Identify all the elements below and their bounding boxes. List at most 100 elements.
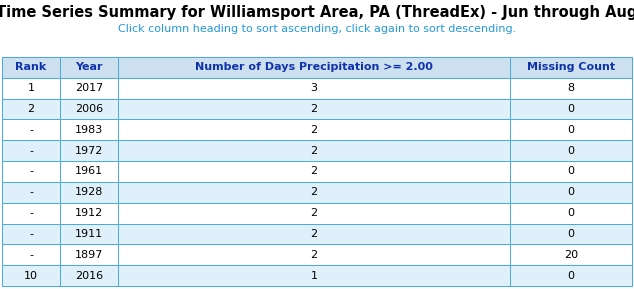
Bar — [118, 182, 510, 203]
Bar — [510, 57, 632, 78]
Bar — [118, 119, 510, 140]
Bar — [2, 78, 60, 99]
Text: 0: 0 — [567, 229, 574, 239]
Text: Rank: Rank — [15, 62, 47, 73]
Bar — [2, 203, 60, 224]
Bar — [60, 119, 118, 140]
Bar — [2, 224, 60, 244]
Bar — [2, 244, 60, 265]
Text: 2: 2 — [310, 104, 318, 114]
Text: -: - — [29, 250, 33, 260]
Bar — [118, 140, 510, 161]
Bar — [60, 244, 118, 265]
Bar — [2, 78, 60, 99]
Bar — [118, 203, 510, 224]
Text: 10: 10 — [24, 271, 38, 281]
Text: 1: 1 — [311, 271, 318, 281]
Text: -: - — [29, 146, 33, 156]
Text: 2006: 2006 — [75, 104, 103, 114]
Bar — [118, 182, 510, 203]
Bar — [60, 203, 118, 224]
Text: 1961: 1961 — [75, 166, 103, 177]
Bar — [60, 265, 118, 286]
Bar — [510, 244, 632, 265]
Bar — [510, 78, 632, 99]
Bar — [510, 224, 632, 244]
Bar — [510, 265, 632, 286]
Bar — [2, 182, 60, 203]
Bar — [60, 224, 118, 244]
Text: 1912: 1912 — [75, 208, 103, 218]
Text: Number of Days Precipitation >= 2.00: Number of Days Precipitation >= 2.00 — [195, 62, 433, 73]
Text: 2: 2 — [27, 104, 34, 114]
Bar — [60, 57, 118, 78]
Bar — [118, 203, 510, 224]
Bar — [118, 78, 510, 99]
Text: Click column heading to sort ascending, click again to sort descending.: Click column heading to sort ascending, … — [118, 24, 516, 34]
Bar — [118, 265, 510, 286]
Bar — [60, 99, 118, 119]
Bar — [510, 244, 632, 265]
Bar — [118, 224, 510, 244]
Bar — [2, 161, 60, 182]
Bar — [118, 224, 510, 244]
Bar — [510, 119, 632, 140]
Bar — [60, 140, 118, 161]
Text: 0: 0 — [567, 125, 574, 135]
Bar — [60, 244, 118, 265]
Text: 20: 20 — [564, 250, 578, 260]
Bar — [2, 161, 60, 182]
Bar — [510, 182, 632, 203]
Text: -: - — [29, 187, 33, 197]
Bar — [118, 244, 510, 265]
Text: Missing Count: Missing Count — [527, 62, 615, 73]
Bar — [60, 78, 118, 99]
Bar — [510, 57, 632, 78]
Bar — [510, 99, 632, 119]
Text: 8: 8 — [567, 83, 574, 93]
Text: Year: Year — [75, 62, 103, 73]
Text: -: - — [29, 208, 33, 218]
Text: 0: 0 — [567, 166, 574, 177]
Bar — [60, 99, 118, 119]
Bar — [2, 99, 60, 119]
Bar — [2, 119, 60, 140]
Text: -: - — [29, 229, 33, 239]
Bar — [60, 78, 118, 99]
Bar — [2, 140, 60, 161]
Text: 1928: 1928 — [75, 187, 103, 197]
Bar — [2, 57, 60, 78]
Text: 2: 2 — [310, 187, 318, 197]
Bar — [118, 161, 510, 182]
Text: 2017: 2017 — [75, 83, 103, 93]
Bar — [60, 182, 118, 203]
Text: 2: 2 — [310, 166, 318, 177]
Bar — [118, 78, 510, 99]
Bar — [510, 78, 632, 99]
Bar — [2, 224, 60, 244]
Bar — [510, 203, 632, 224]
Bar — [510, 182, 632, 203]
Bar — [510, 99, 632, 119]
Text: 0: 0 — [567, 104, 574, 114]
Text: -: - — [29, 166, 33, 177]
Bar — [60, 203, 118, 224]
Text: Time Series Summary for Williamsport Area, PA (ThreadEx) - Jun through Aug: Time Series Summary for Williamsport Are… — [0, 5, 634, 20]
Text: 2: 2 — [310, 208, 318, 218]
Text: 0: 0 — [567, 208, 574, 218]
Bar — [2, 203, 60, 224]
Bar — [60, 182, 118, 203]
Text: 0: 0 — [567, 271, 574, 281]
Text: 2: 2 — [310, 250, 318, 260]
Text: 0: 0 — [567, 187, 574, 197]
Bar — [118, 161, 510, 182]
Bar — [60, 57, 118, 78]
Bar — [2, 265, 60, 286]
Text: 1911: 1911 — [75, 229, 103, 239]
Bar — [118, 119, 510, 140]
Bar — [2, 140, 60, 161]
Bar — [2, 182, 60, 203]
Text: 2: 2 — [310, 146, 318, 156]
Text: 3: 3 — [311, 83, 318, 93]
Bar — [2, 244, 60, 265]
